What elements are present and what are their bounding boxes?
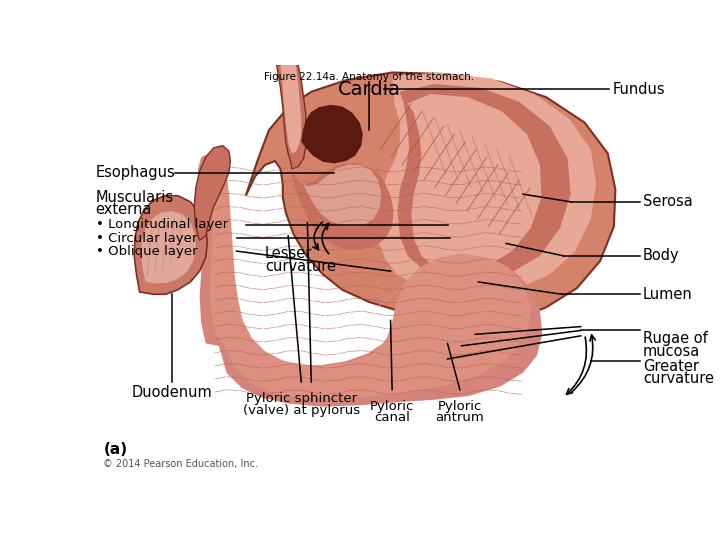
Polygon shape (408, 94, 541, 273)
Polygon shape (298, 165, 382, 226)
Text: Figure 22.14a. Anatomy of the stomach.: Figure 22.14a. Anatomy of the stomach. (264, 72, 474, 83)
Text: Rugae of: Rugae of (643, 330, 708, 346)
Text: Pyloric sphincter: Pyloric sphincter (246, 392, 357, 405)
Text: Pyloric: Pyloric (438, 400, 482, 413)
Text: (valve) at pylorus: (valve) at pylorus (243, 404, 360, 417)
Polygon shape (194, 146, 230, 240)
Polygon shape (397, 84, 571, 280)
Polygon shape (290, 164, 394, 249)
Text: Duodenum: Duodenum (132, 384, 212, 400)
Polygon shape (301, 105, 363, 164)
Polygon shape (246, 72, 616, 323)
Text: © 2014 Pearson Education, Inc.: © 2014 Pearson Education, Inc. (104, 458, 258, 469)
Polygon shape (141, 211, 196, 284)
Text: Esophagus: Esophagus (96, 165, 176, 180)
Polygon shape (198, 153, 542, 407)
Text: curvature: curvature (643, 372, 714, 387)
Text: • Oblique layer: • Oblique layer (96, 245, 197, 258)
Text: • Circular layer: • Circular layer (96, 232, 197, 245)
Text: Muscularis: Muscularis (96, 190, 174, 205)
Text: Body: Body (643, 248, 680, 264)
Polygon shape (134, 195, 207, 294)
Text: Pyloric: Pyloric (370, 400, 414, 413)
Polygon shape (281, 65, 301, 153)
Text: Cardia: Cardia (338, 80, 400, 99)
Text: mucosa: mucosa (643, 344, 701, 359)
Text: Fundus: Fundus (612, 82, 665, 97)
Text: antrum: antrum (436, 411, 485, 424)
Polygon shape (375, 72, 596, 294)
Text: Serosa: Serosa (643, 194, 693, 210)
Text: Greater: Greater (643, 359, 699, 374)
Text: externa: externa (96, 202, 152, 217)
Text: canal: canal (374, 411, 410, 424)
Text: • Longitudinal layer: • Longitudinal layer (96, 219, 228, 232)
Text: (a): (a) (104, 442, 127, 457)
Text: Lumen: Lumen (643, 287, 693, 302)
Polygon shape (276, 65, 306, 168)
Text: curvature: curvature (265, 259, 336, 274)
Polygon shape (207, 151, 531, 399)
Text: Lesser: Lesser (265, 246, 312, 261)
